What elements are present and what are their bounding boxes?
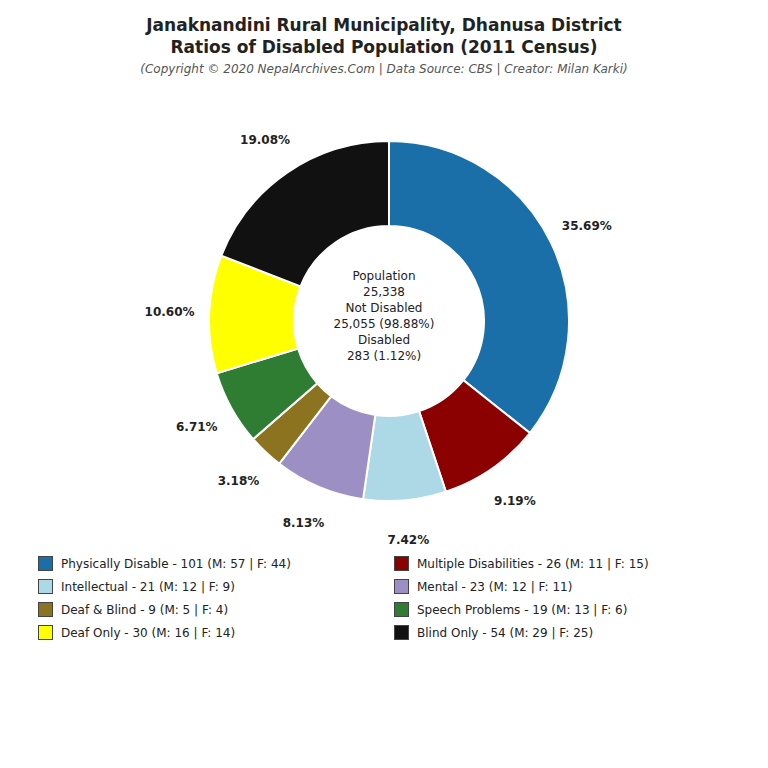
svg-text:9.19%: 9.19%: [494, 494, 536, 508]
html-text:Intellectual - 21 (M: 12 | F:: Intellectual - 21 (M: 12 | F: 9): [61, 579, 235, 594]
svg-text:3.18%: 3.18%: [218, 474, 260, 488]
html-text:Physically Disable - 101 (M: 5: Physically Disable - 101 (M: 57 | F: 44): [61, 556, 291, 571]
html-text:Mental - 23 (M: 12 | F: 11): Mental - 23 (M: 12 | F: 11): [417, 579, 573, 594]
html-text:283 (1.12%): 283 (1.12%): [346, 349, 422, 363]
html-text:Disabled: Disabled: [357, 333, 411, 347]
html-text:25,338: 25,338: [363, 285, 405, 299]
html-text:Not Disabled: Not Disabled: [345, 301, 423, 315]
html-text:Multiple Disabilities - 26 (M:: Multiple Disabilities - 26 (M: 11 | F: 1…: [417, 556, 649, 571]
html-text:Speech Problems - 19 (M: 13 |: Speech Problems - 19 (M: 13 | F: 6): [417, 602, 628, 617]
html-text:Blind Only - 54 (M: 29 | F: 25: Blind Only - 54 (M: 29 | F: 25): [417, 625, 594, 640]
html-text:Population: Population: [352, 269, 416, 283]
html-text:Deaf & Blind - 9 (M: 5 | F: 4): Deaf & Blind - 9 (M: 5 | F: 4): [61, 602, 229, 617]
html-text:25,055 (98.88%): 25,055 (98.88%): [333, 317, 435, 331]
svg-text:35.69%: 35.69%: [562, 219, 612, 233]
svg-text:8.13%: 8.13%: [283, 516, 325, 530]
svg-text:7.42%: 7.42%: [388, 533, 430, 547]
svg-text:19.08%: 19.08%: [240, 133, 290, 147]
svg-text:6.71%: 6.71%: [176, 420, 218, 434]
html-text:Janaknandini Rural Municipalit: Janaknandini Rural Municipality, Dhanusa…: [146, 15, 622, 35]
svg-text:10.60%: 10.60%: [145, 305, 195, 319]
html-text:(Copyright © 2020 NepalArchive: (Copyright © 2020 NepalArchives.Com | Da…: [140, 62, 628, 76]
html-text:Deaf Only - 30 (M: 16 | F: 14): Deaf Only - 30 (M: 16 | F: 14): [61, 625, 236, 640]
html-text:Ratios of Disabled Population: Ratios of Disabled Population (2011 Cens…: [170, 37, 598, 57]
